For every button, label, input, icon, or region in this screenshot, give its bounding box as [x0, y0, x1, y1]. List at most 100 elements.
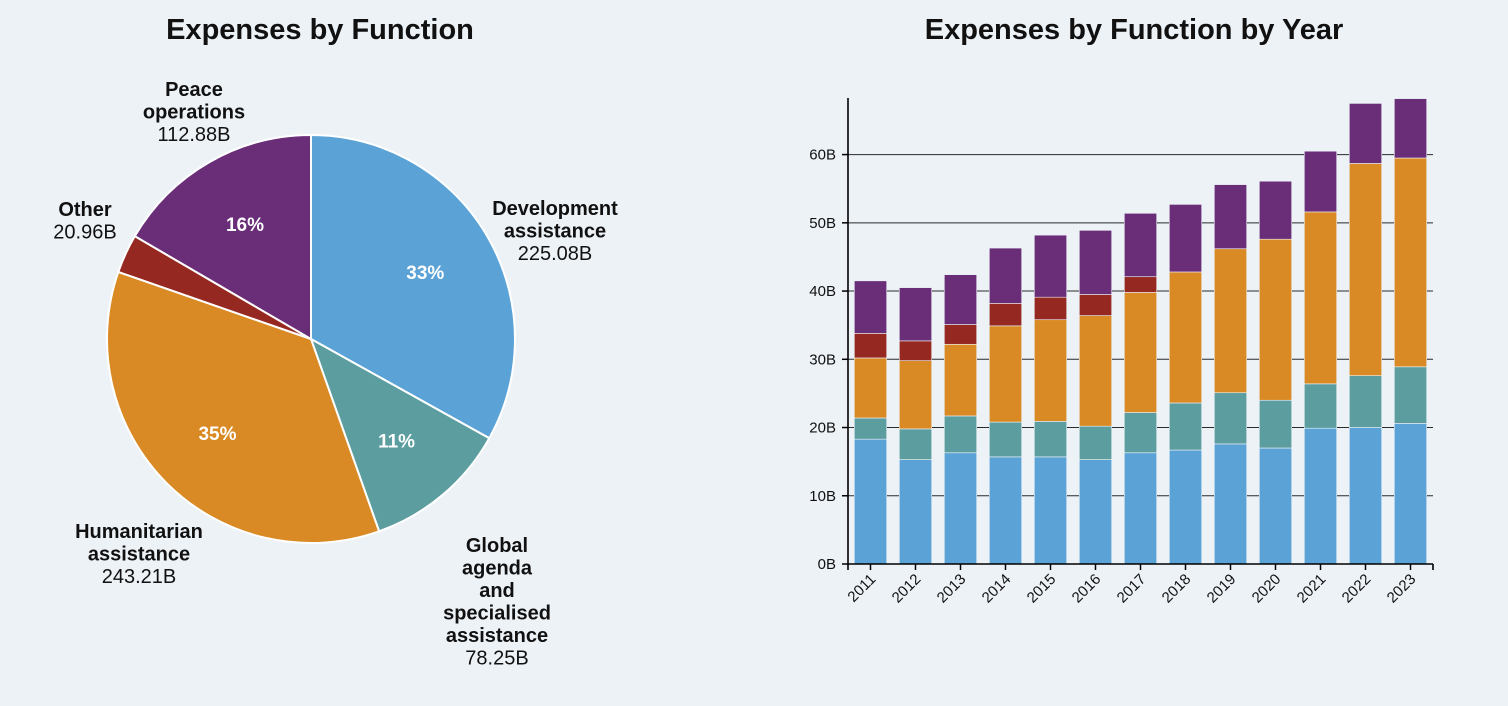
bar-segment-global — [1303, 383, 1337, 429]
pie-slice-peace — [133, 133, 312, 341]
bar-segment-global — [1258, 399, 1292, 449]
bar-segment-peace — [899, 287, 933, 342]
bar-segment-development — [1033, 456, 1067, 565]
bar-group-2015 — [1033, 234, 1067, 565]
x-tick-label: 2017 — [1114, 571, 1150, 607]
bar-group-2016 — [1078, 230, 1112, 565]
pie-label-name-line: assistance — [504, 221, 606, 243]
y-tick-label: 30B — [809, 351, 836, 368]
bar-group-2014 — [989, 247, 1023, 565]
bar-group-2021 — [1303, 150, 1337, 565]
bar-segment-development — [1078, 459, 1112, 565]
bar-segment-development — [1258, 447, 1292, 565]
bar-segment-peace — [1078, 230, 1112, 295]
bar-segment-global — [1078, 425, 1112, 460]
x-tick-label: 2015 — [1024, 571, 1060, 607]
bar-segment-global — [854, 417, 888, 440]
pie-label-name-line: Other — [58, 199, 112, 221]
x-tick-label: 2022 — [1339, 571, 1375, 607]
pie-label-name-line: Peace — [165, 79, 223, 101]
bar-segment-other — [989, 303, 1023, 327]
pie-chart-panel: Expenses by Function 33% Development assis… — [0, 0, 640, 706]
bar-segment-peace — [944, 274, 978, 325]
bar-segment-humanitarian — [1078, 315, 1112, 427]
x-tick-label: 2012 — [889, 571, 925, 607]
bar-segment-humanitarian — [1168, 271, 1202, 404]
bar-segment-peace — [1393, 98, 1427, 159]
bar-segment-development — [1393, 423, 1427, 565]
bar-segment-humanitarian — [1348, 163, 1382, 376]
bar-group-2017 — [1123, 212, 1157, 565]
bar-segment-peace — [1168, 204, 1202, 273]
x-tick-label: 2023 — [1384, 571, 1420, 607]
pie-chart-title: Expenses by Function — [166, 14, 474, 46]
pie-label-value: 112.88B — [157, 124, 230, 146]
y-tick-label: 60B — [809, 147, 836, 164]
bar-segment-peace — [989, 247, 1023, 304]
bar-segment-humanitarian — [1393, 157, 1427, 368]
bar-segment-peace — [1033, 234, 1067, 298]
pie-label-name-line: assistance — [88, 544, 190, 566]
bar-segment-humanitarian — [899, 360, 933, 430]
pie-label-value: 78.25B — [465, 648, 528, 670]
bar-segment-other — [1123, 276, 1157, 293]
bar-segment-development — [1123, 452, 1157, 565]
bar-segment-other — [854, 333, 888, 359]
bar-group-2018 — [1168, 204, 1202, 565]
bar-segment-development — [899, 459, 933, 565]
bar-segment-peace — [1258, 180, 1292, 240]
x-tick-label: 2014 — [979, 571, 1015, 607]
bar-segment-humanitarian — [1213, 248, 1247, 394]
stacked-bar-chart: 0B 10B 20B 30B 40B 50B 60B 2011 2012 2013 2014 2015… — [809, 98, 1434, 607]
pie-label-value: 20.96B — [53, 222, 116, 244]
bar-segment-peace — [1213, 184, 1247, 250]
pie-percent-label-global: 11% — [378, 431, 415, 452]
x-tick-label: 2016 — [1069, 571, 1105, 607]
bar-segment-development — [1213, 443, 1247, 565]
bar-segment-humanitarian — [1303, 211, 1337, 385]
bar-segment-global — [1348, 375, 1382, 428]
y-tick-label: 50B — [809, 215, 836, 232]
bar-segment-humanitarian — [854, 357, 888, 419]
bar-segment-other — [1033, 296, 1067, 321]
pie-percent-label-humanitarian: 35% — [198, 424, 236, 445]
bar-segment-global — [944, 415, 978, 454]
bar-group-2012 — [899, 287, 933, 565]
bar-segment-development — [989, 456, 1023, 565]
bar-group-2011 — [854, 280, 888, 565]
pie-label-name-line: and — [479, 580, 515, 602]
x-tick-label: 2021 — [1294, 571, 1330, 607]
pie-label-name-line: Global — [466, 535, 528, 557]
pie-percent-label-development: 33% — [406, 263, 444, 284]
pie-percent-label-peace: 16% — [226, 215, 264, 236]
pie-label-name-line: Development — [492, 198, 618, 220]
bar-segment-other — [1078, 294, 1112, 316]
pie-label-value: 243.21B — [102, 566, 177, 588]
bar-segment-development — [1303, 427, 1337, 565]
bar-segment-other — [944, 324, 978, 345]
bar-segment-development — [1348, 427, 1382, 565]
y-tick-label: 20B — [809, 420, 836, 437]
bar-segment-humanitarian — [1033, 319, 1067, 422]
bar-group-2020 — [1258, 180, 1292, 565]
bar-segment-global — [899, 428, 933, 460]
pie-label-name-line: Humanitarian — [75, 521, 203, 543]
bar-segment-global — [1168, 402, 1202, 451]
pie-label-value: 225.08B — [518, 243, 593, 265]
pie-label-name-line: operations — [143, 102, 245, 124]
bar-chart-title: Expenses by Function by Year — [924, 14, 1344, 46]
bar-group-2023 — [1393, 98, 1427, 565]
bar-segment-global — [1393, 366, 1427, 424]
bar-group-2022 — [1348, 103, 1382, 565]
bar-group-2019 — [1213, 184, 1247, 565]
bar-group-2013 — [944, 274, 978, 565]
y-tick-label: 0B — [818, 556, 836, 573]
pie-slice-development — [310, 133, 516, 440]
pie-label-name-line: assistance — [446, 625, 548, 647]
bar-segment-global — [989, 421, 1023, 458]
bar-segment-other — [899, 340, 933, 361]
